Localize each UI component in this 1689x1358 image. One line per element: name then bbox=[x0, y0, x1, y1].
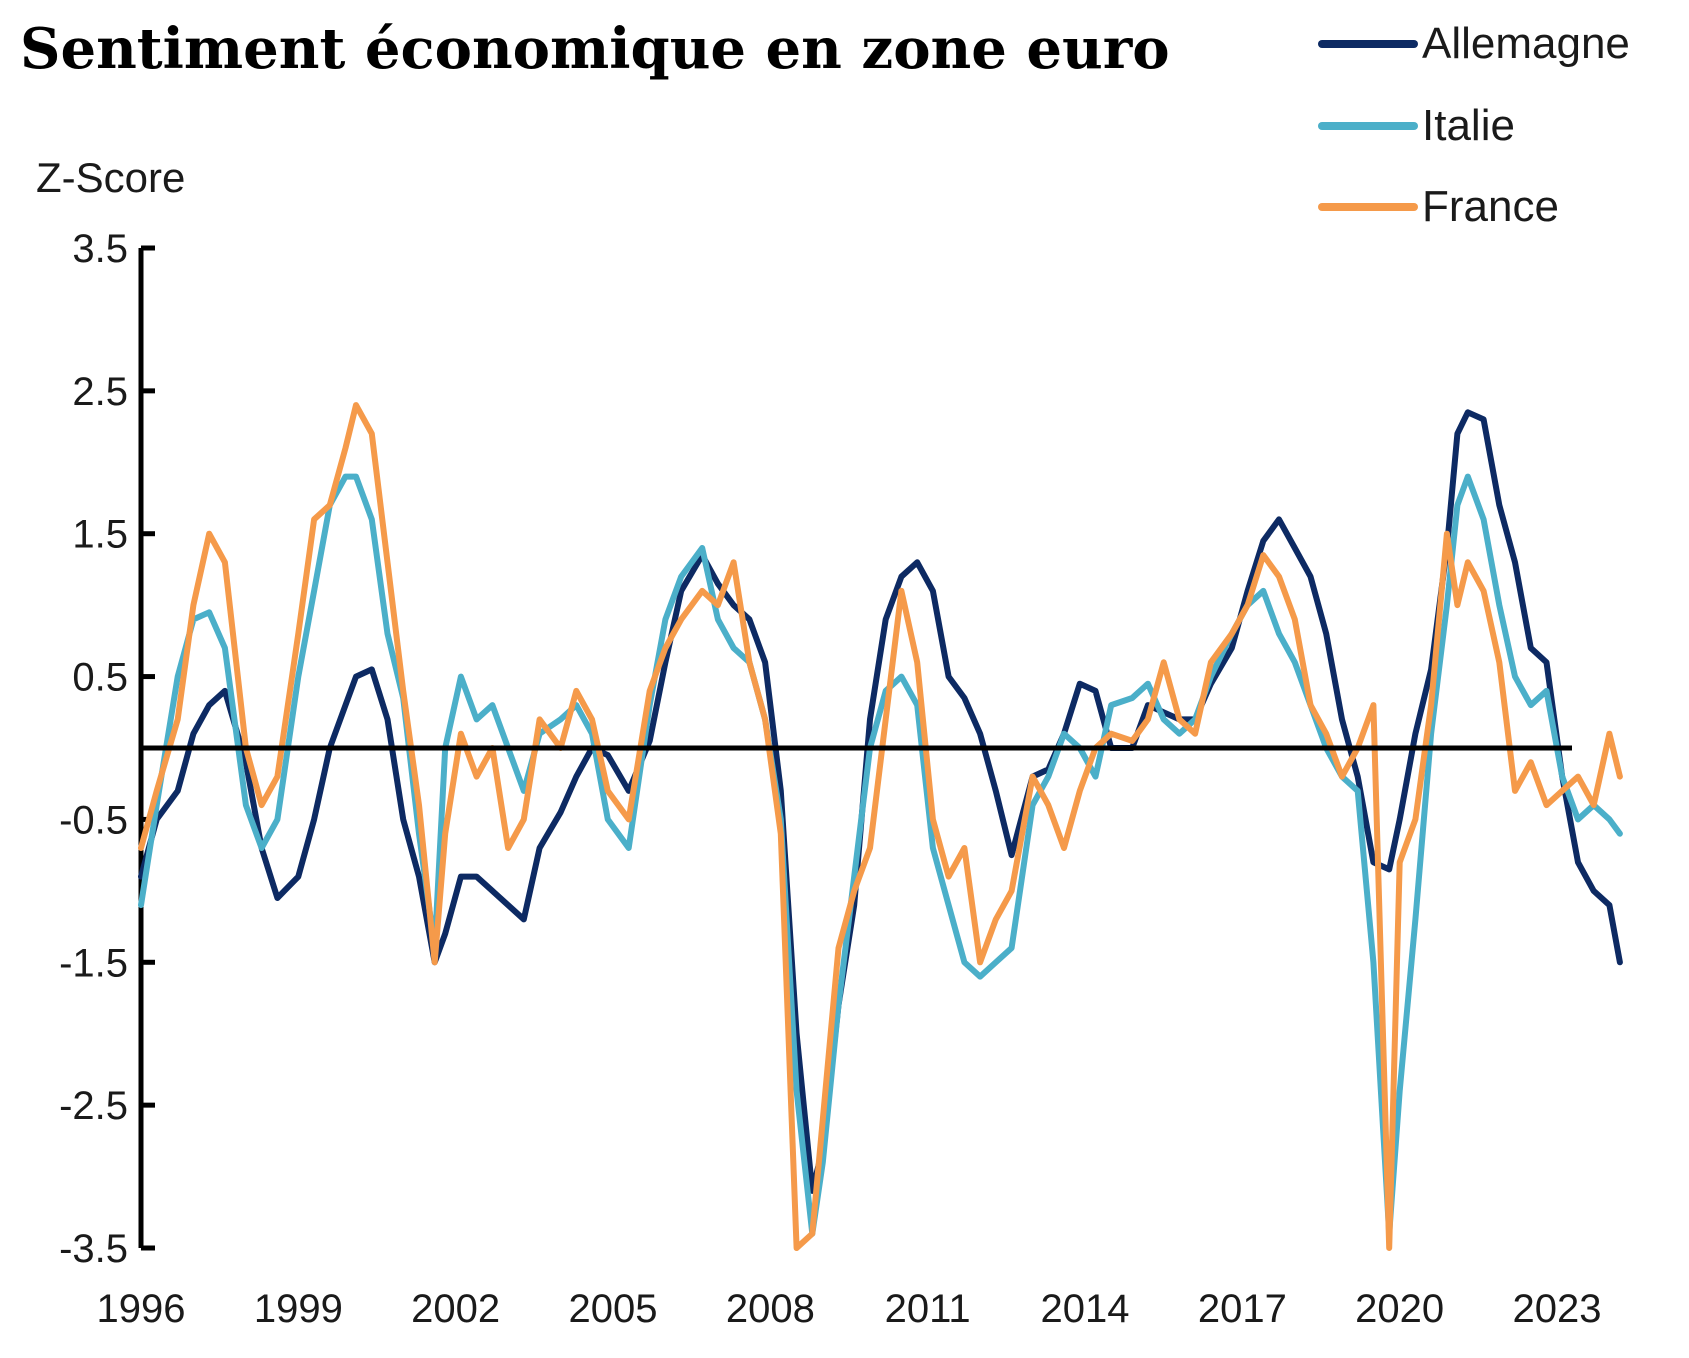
series-lines bbox=[138, 402, 1623, 1251]
legend: Allemagne Italie France bbox=[1318, 19, 1630, 231]
legend-label-france: France bbox=[1422, 182, 1559, 231]
x-axis: 1996 1999 2002 2005 2008 2011 2014 2017 2020 2023 bbox=[97, 1287, 1602, 1331]
legend-label-allemagne: Allemagne bbox=[1422, 19, 1630, 68]
x-tick-label: 2014 bbox=[1041, 1287, 1130, 1331]
y-axis: 3.5 2.5 1.5 0.5 -0.5 -1.5 -2.5 -3.5 bbox=[59, 227, 155, 1271]
x-tick-label: 2023 bbox=[1513, 1287, 1602, 1331]
x-tick-label: 2020 bbox=[1355, 1287, 1444, 1331]
x-tick-label: 2011 bbox=[885, 1287, 971, 1331]
y-tick-label: -2.5 bbox=[59, 1084, 128, 1128]
y-tick-label: -3.5 bbox=[59, 1227, 128, 1271]
series-line-allemagne bbox=[138, 409, 1623, 1194]
y-tick-label: 2.5 bbox=[72, 370, 128, 414]
y-tick-label: -0.5 bbox=[59, 798, 128, 842]
chart-title: Sentiment économique en zone euro bbox=[20, 16, 1170, 82]
x-tick-label: 2017 bbox=[1198, 1287, 1287, 1331]
x-tick-label: 1996 bbox=[97, 1287, 186, 1331]
y-tick-label: 0.5 bbox=[72, 656, 128, 700]
series-line-france bbox=[138, 402, 1623, 1251]
x-tick-label: 2008 bbox=[726, 1287, 815, 1331]
x-tick-label: 2002 bbox=[411, 1287, 500, 1331]
y-axis-label: Z-Score bbox=[36, 154, 185, 201]
series-line-italie bbox=[138, 473, 1623, 1237]
y-tick-label: 1.5 bbox=[72, 513, 128, 557]
y-tick-label: -1.5 bbox=[59, 941, 128, 985]
legend-label-italie: Italie bbox=[1422, 101, 1515, 150]
x-tick-label: 1999 bbox=[254, 1287, 343, 1331]
x-tick-label: 2005 bbox=[569, 1287, 658, 1331]
y-tick-label: 3.5 bbox=[72, 227, 128, 271]
